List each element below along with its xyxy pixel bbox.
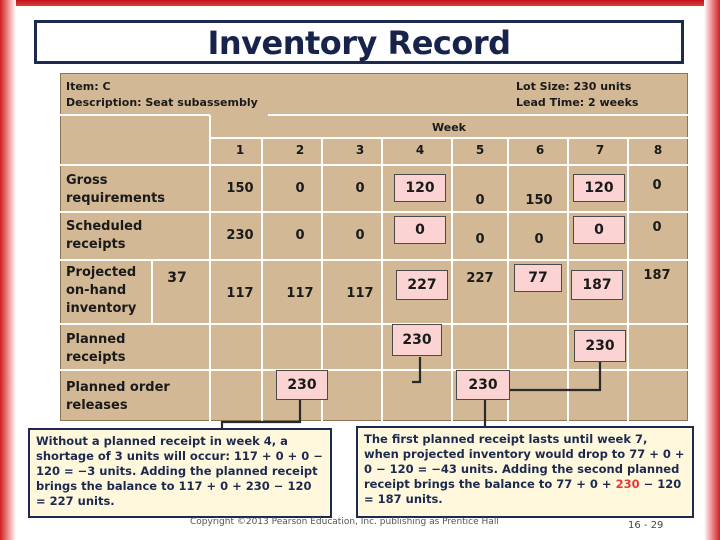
planned-receipt-week4: 230 [392,324,442,356]
week-number: 6 [535,143,545,157]
scheduled-receipts-label: Scheduled receipts [66,219,143,252]
frame-right [704,0,720,540]
planned-receipt-week7: 230 [574,330,626,362]
gross-cell: 150 [226,181,254,196]
projected-cell: 117 [286,286,314,301]
week-header: Week [432,121,466,134]
planned-releases-label: Planned order releases [66,380,170,413]
gross-requirements-label: Gross requirements [66,173,166,206]
scheduled-cell-highlight: 0 [394,216,446,244]
scheduled-cell-highlight: 0 [573,216,625,244]
scheduled-cell: 0 [355,228,365,243]
planned-receipts-label: Planned receipts [66,332,126,365]
projected-cell: 117 [226,286,254,301]
note-week7-shortage: The first planned receipt lasts until we… [356,426,694,518]
week-number: 4 [415,143,425,157]
frame-top [0,0,720,6]
gross-cell: 0 [475,193,485,208]
projected-inventory-label: Projected on-hand inventory [66,265,137,316]
note-text: The first planned receipt lasts until we… [364,432,685,491]
initial-inventory-value: 37 [167,270,187,286]
lot-size-label: Lot Size: 230 units [516,80,632,93]
projected-cell: 187 [643,268,671,283]
gross-cell-highlight: 120 [573,174,625,202]
gross-cell: 0 [355,181,365,196]
planned-release-week2: 230 [276,370,328,400]
week-number: 8 [653,143,663,157]
gross-cell: 0 [295,181,305,196]
gross-cell-highlight: 120 [394,174,446,202]
gross-cell: 150 [525,193,553,208]
page-title: Inventory Record [207,24,511,62]
projected-cell-highlight: 77 [514,264,562,292]
note-text: − 120 = 187 units. [364,477,682,506]
projected-cell: 117 [346,286,374,301]
scheduled-cell: 0 [534,232,544,247]
copyright-footer: Copyright ©2013 Pearson Education, Inc. … [190,517,499,527]
projected-cell: 227 [466,271,494,286]
week-number: 1 [235,143,245,157]
page-number: 16 - 29 [628,520,664,531]
projected-cell-highlight: 187 [571,270,623,300]
week-number: 3 [355,143,365,157]
note-accent-value: 230 [615,477,640,491]
week-number: 5 [475,143,485,157]
projected-cell-highlight: 227 [396,270,448,300]
lead-time-label: Lead Time: 2 weeks [516,96,639,109]
week-number: 2 [295,143,305,157]
note-week4-shortage: Without a planned receipt in week 4, a s… [28,428,332,518]
inventory-record-panel [60,73,688,421]
scheduled-cell: 0 [295,228,305,243]
week-number: 7 [595,143,605,157]
gross-cell: 0 [652,178,662,193]
scheduled-cell: 0 [475,232,485,247]
scheduled-cell: 230 [226,228,254,243]
title-box: Inventory Record [34,20,684,64]
scheduled-cell: 0 [652,220,662,235]
frame-left [0,0,16,540]
item-label: Item: C [66,80,111,93]
planned-release-week5: 230 [456,370,510,400]
description-label: Description: Seat subassembly [66,96,258,109]
